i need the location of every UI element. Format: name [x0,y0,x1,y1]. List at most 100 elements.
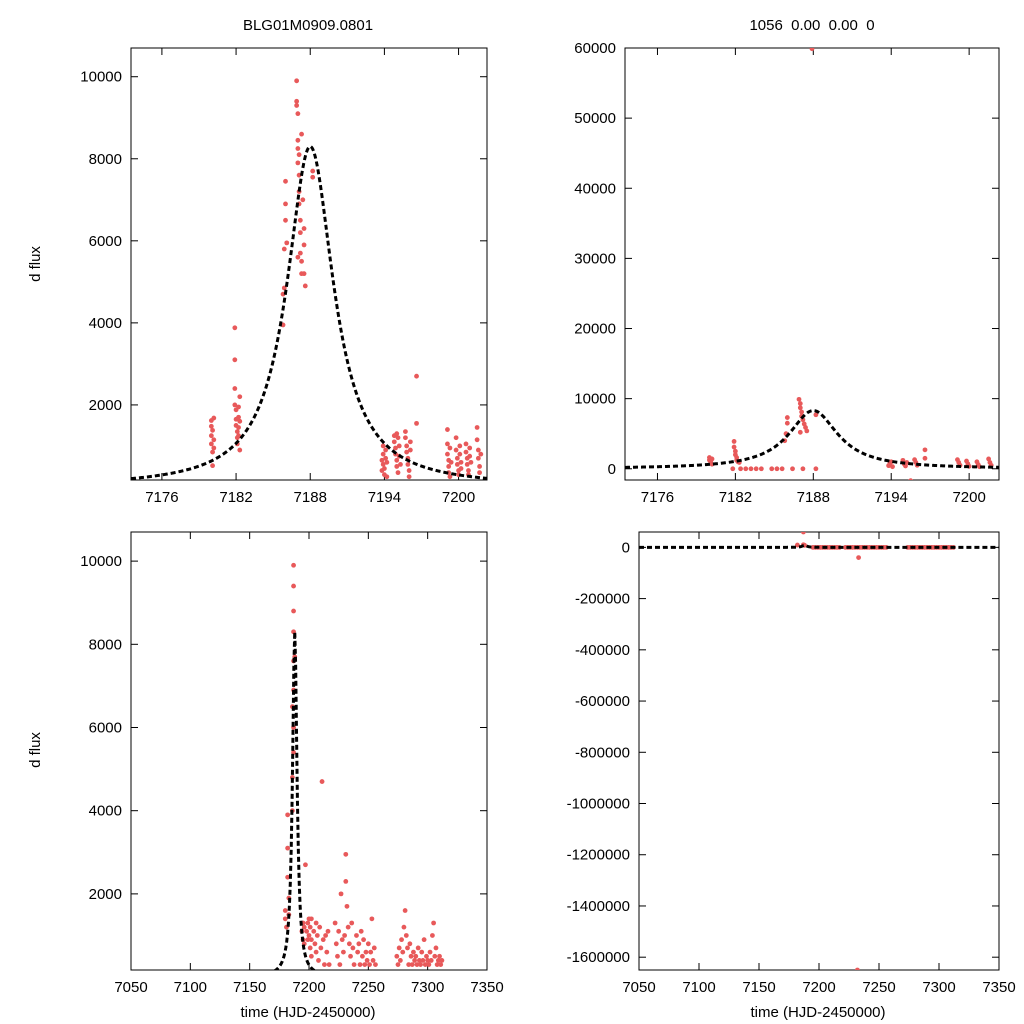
data-point [430,933,435,938]
data-point [401,924,407,930]
panel-top-left: 7176 7182 7188 7194 7200 2000 4000 6000 8000 1000… [80,47,488,506]
y-tick-label: -200000 [575,591,630,608]
data-point [317,924,323,930]
data-point [395,470,401,476]
data-point [373,962,378,967]
data-point [428,958,434,963]
data-point [308,916,314,922]
data-point [294,98,300,104]
data-point [432,953,438,959]
data-point [299,131,304,137]
data-point [397,958,403,963]
data-point [325,928,331,934]
data-point [295,137,301,143]
data-point [447,474,453,480]
y-tick-label: -600000 [575,693,630,710]
data-point [409,962,415,967]
data-point [399,937,404,943]
data-point [383,455,389,461]
data-point [753,466,759,472]
data-point [433,945,439,951]
data-point [406,962,412,967]
data-point [445,441,450,447]
ylabel-top-left: d flux [27,246,44,282]
data-point [283,201,288,207]
x-tick-label: 7194 [368,489,401,506]
data-point [367,962,372,967]
xlabel-bottom-left: time (HJD-2450000) [240,1004,375,1021]
data-point [396,945,402,951]
data-point [454,462,460,467]
data-point [322,962,327,967]
data-point [313,920,319,926]
data-point [800,466,806,472]
data-point [404,443,410,449]
y-tick-label: 50000 [574,110,616,127]
data-point [291,608,296,614]
x-tick-label: 7200 [442,489,475,506]
x-tick-label: 7182 [719,489,752,506]
data-point [302,283,308,289]
data-point [311,928,317,934]
data-point [237,394,243,400]
data-point [332,920,338,926]
data-point [281,246,287,252]
data-point [395,962,401,967]
data-point [809,48,815,52]
x-tick-label: 7182 [219,489,252,506]
model-curve-group [639,543,999,549]
y-tick-label: 2000 [89,397,122,414]
data-point [208,441,214,447]
y-tick-label: -400000 [575,642,630,659]
data-point [731,444,737,450]
x-tick-label: 7250 [352,979,385,996]
data-point [425,958,431,963]
data-point [284,240,290,246]
x-tick-label: 7350 [470,979,503,996]
data-point [281,285,287,291]
x-tick-label: 7150 [233,979,266,996]
y-tick-label: 4000 [89,803,122,820]
data-point [478,451,484,457]
y-tick-label: -1200000 [567,847,630,864]
data-point [394,457,400,463]
data-point [790,466,795,472]
data-point [384,474,390,480]
data-point [305,920,311,926]
data-point [291,562,296,568]
data-point [355,949,361,955]
data-point [414,420,419,426]
data-point [391,439,397,445]
data-point [405,945,410,951]
data-point [813,466,819,472]
data-point [301,924,307,930]
data-point [421,937,427,943]
model-curve-group [131,144,487,480]
data-point [208,433,214,439]
data-point [337,962,343,967]
y-tick-label: -1400000 [567,898,630,915]
data-point [412,958,418,963]
data-point [210,449,215,455]
x-tick-label: 7300 [922,979,955,996]
data-point [400,949,406,955]
model-curve [625,409,999,469]
data-point [405,462,411,467]
data-point [799,409,805,415]
data-point [446,464,452,469]
data-point [769,466,775,472]
y-tick-label: 6000 [89,719,122,736]
data-point [210,427,215,433]
data-point [475,455,481,461]
data-point [415,945,421,951]
data-point [384,459,390,465]
data-point [394,953,400,959]
y-tick-label: 6000 [89,233,122,250]
data-point [445,427,450,432]
data-point [310,174,316,180]
data-point [291,583,296,589]
data-point [453,447,459,453]
data-point [314,933,320,938]
data-point [732,448,738,454]
